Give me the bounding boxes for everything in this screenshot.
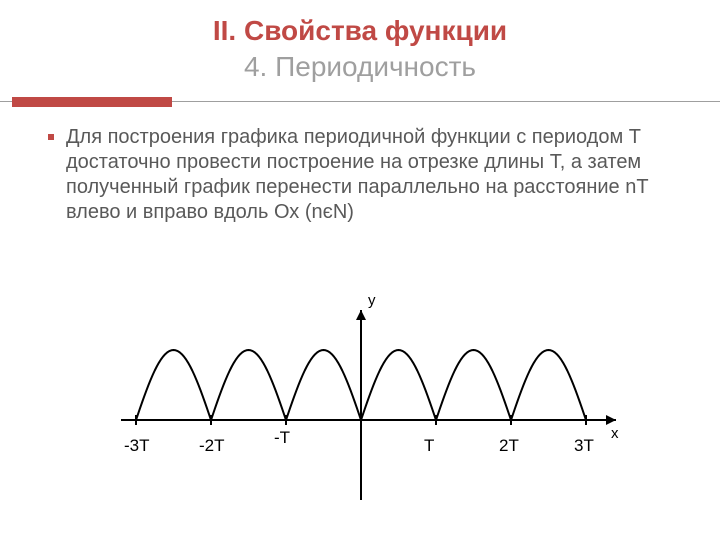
tick-label--2T: -2Т	[199, 436, 225, 456]
tick-label--3T: -3Т	[124, 436, 150, 456]
tick-label-2T: 2Т	[499, 436, 519, 456]
header-rule-accent	[12, 97, 172, 107]
title-sub: 4. Периодичность	[0, 50, 720, 84]
body-text: Для построения графика периодичной функц…	[66, 126, 648, 223]
periodic-chart: у х -3Т -2Т -Т Т 2Т 3Т	[106, 290, 626, 520]
header-rule	[0, 97, 720, 107]
chart-svg	[106, 290, 626, 520]
y-axis-label: у	[368, 292, 376, 309]
bullet-icon	[48, 134, 54, 140]
title-main: II. Свойства функции	[0, 14, 720, 48]
body-paragraph: Для построения графика периодичной функц…	[48, 125, 672, 225]
tick-label-3T: 3Т	[574, 436, 594, 456]
tick-label--T: -Т	[274, 428, 290, 448]
x-axis-label: х	[611, 425, 619, 442]
tick-label-T: Т	[424, 436, 434, 456]
